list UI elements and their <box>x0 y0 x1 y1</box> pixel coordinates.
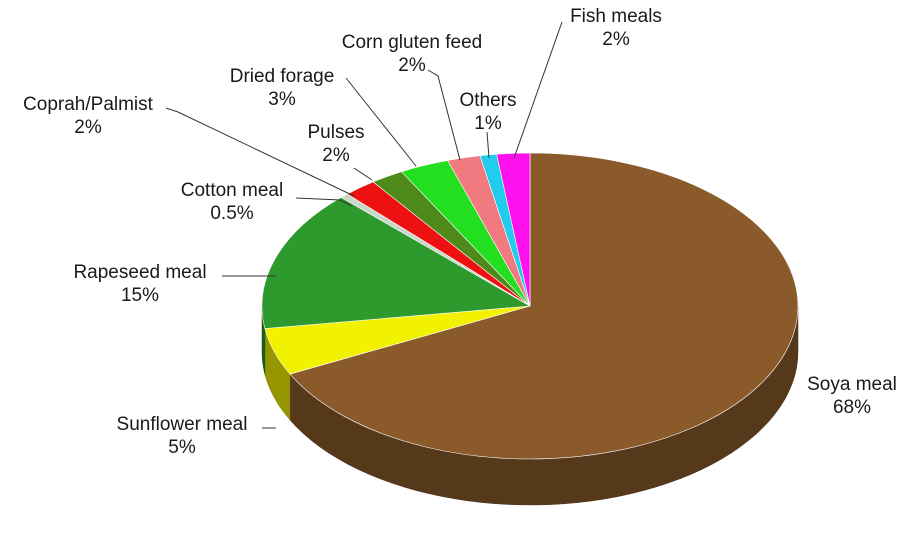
label-coprah-palmist: Coprah/Palmist <box>23 94 154 115</box>
leader-coprah-palmist <box>165 107 355 197</box>
label-sunflower-meal: Sunflower meal <box>117 414 248 435</box>
value-label-soya-meal: 68% <box>833 397 871 418</box>
label-dried-forage: Dried forage <box>230 66 335 87</box>
label-others: Others <box>459 90 516 111</box>
value-label-dried-forage: 3% <box>268 89 296 110</box>
leader-others <box>486 131 490 159</box>
value-label-pulses: 2% <box>322 145 350 166</box>
value-label-rapeseed-meal: 15% <box>121 285 159 306</box>
value-label-sunflower-meal: 5% <box>168 437 196 458</box>
leader-corn-gluten-feed <box>427 69 461 161</box>
leader-fish-meals <box>513 21 563 159</box>
leader-pulses <box>353 167 373 181</box>
pie-slices <box>261 152 799 506</box>
value-label-fish-meals: 2% <box>602 29 630 50</box>
value-label-others: 1% <box>474 113 502 134</box>
label-rapeseed-meal: Rapeseed meal <box>73 262 206 283</box>
slice-rapeseed-meal <box>261 197 531 329</box>
slice-soya-meal <box>289 152 799 460</box>
label-cotton-meal: Cotton meal <box>181 180 283 201</box>
value-label-corn-gluten-feed: 2% <box>398 55 426 76</box>
label-pulses: Pulses <box>307 122 364 143</box>
leader-lines <box>165 21 563 429</box>
slice-fish-meals <box>496 152 531 307</box>
label-fish-meals: Fish meals <box>570 6 662 27</box>
leader-cotton-meal <box>295 197 353 207</box>
value-label-coprah-palmist: 2% <box>74 117 102 138</box>
value-label-cotton-meal: 0.5% <box>210 203 253 224</box>
label-soya-meal: Soya meal <box>807 374 897 395</box>
leader-dried-forage <box>345 77 417 167</box>
label-corn-gluten-feed: Corn gluten feed <box>342 32 483 53</box>
